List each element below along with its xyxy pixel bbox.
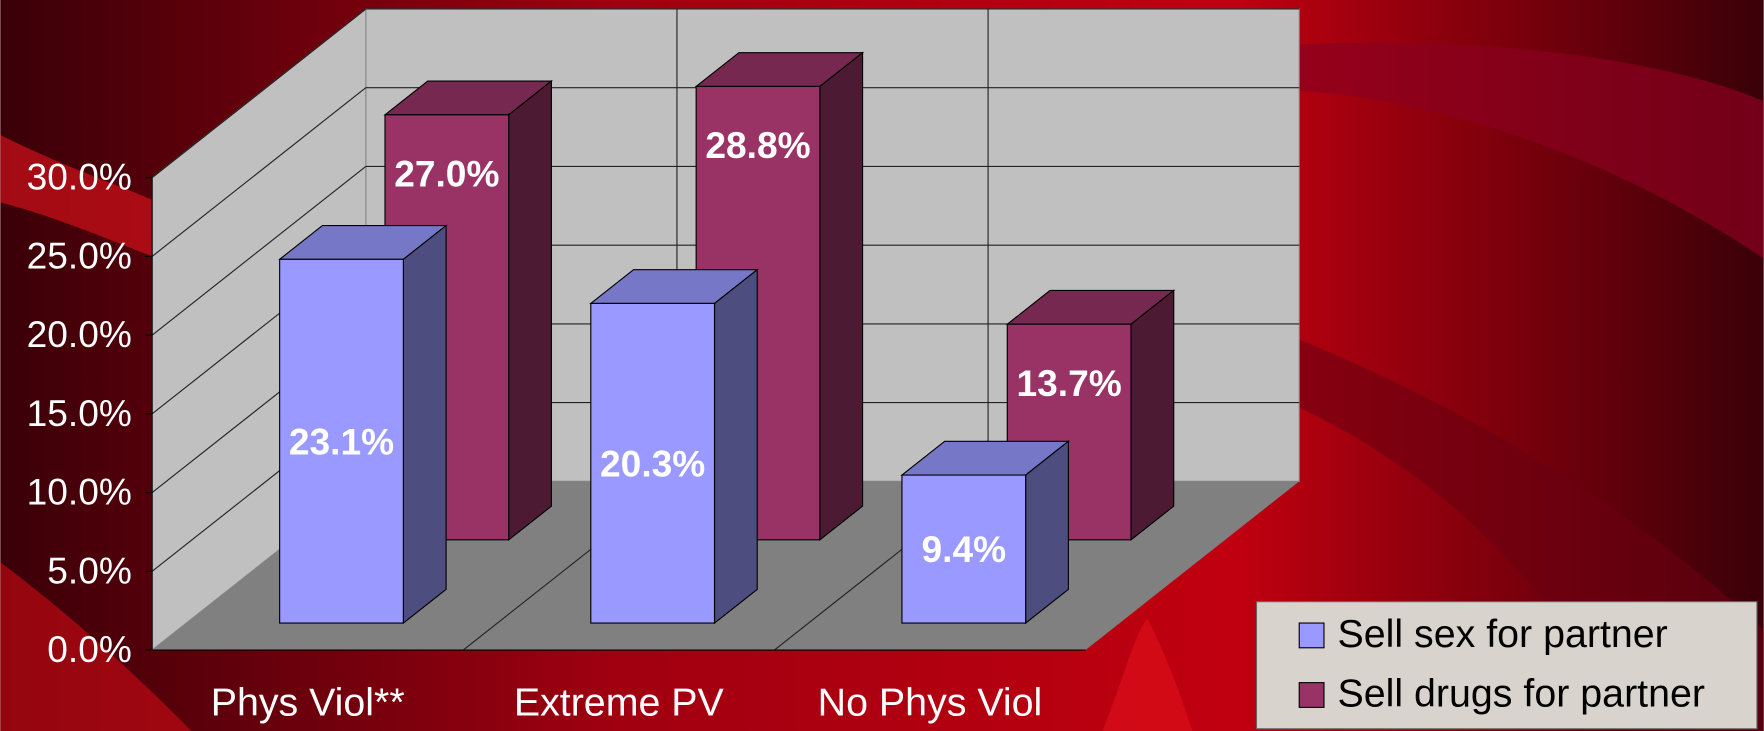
bar-side <box>819 51 864 542</box>
bar-side <box>1130 289 1175 542</box>
legend-box <box>1255 601 1758 730</box>
value-label: 13.7% <box>1017 362 1122 404</box>
bar-front <box>901 474 1027 624</box>
y-tick-label: 25.0% <box>27 234 132 276</box>
grid-line <box>151 8 367 179</box>
value-label: 23.1% <box>289 420 394 462</box>
value-label: 9.4% <box>922 528 1007 570</box>
x-tick-label: No Phys Viol <box>818 681 1043 725</box>
value-label: 20.3% <box>600 442 705 484</box>
value-label: 27.0% <box>394 152 499 194</box>
bar-front <box>279 258 404 624</box>
y-tick-label: 30.0% <box>27 156 132 198</box>
grid-line <box>151 166 367 336</box>
y-tick-label: 5.0% <box>47 549 132 591</box>
legend-swatch <box>1298 622 1325 649</box>
x-tick-label: Extreme PV <box>514 681 725 725</box>
legend-label: Sell sex for partner <box>1337 612 1667 656</box>
y-tick-label: 20.0% <box>27 313 132 355</box>
grid-line <box>151 87 367 257</box>
value-label: 28.8% <box>705 124 810 166</box>
y-tick-label: 10.0% <box>27 471 132 513</box>
y-tick-label: 0.0% <box>47 628 132 670</box>
bar-front <box>590 302 716 624</box>
bar-side <box>508 79 553 542</box>
y-tick-label: 15.0% <box>27 392 132 434</box>
bar <box>589 268 759 625</box>
bar <box>278 224 448 625</box>
legend-swatch <box>1298 682 1325 708</box>
legend-label: Sell drugs for partner <box>1337 672 1705 716</box>
bar-side <box>402 224 447 625</box>
x-tick-label: Phys Viol** <box>211 681 405 725</box>
legend: Sell sex for partner Sell drugs for partn… <box>1255 601 1758 730</box>
bar-side <box>713 268 758 625</box>
bar <box>900 440 1071 625</box>
